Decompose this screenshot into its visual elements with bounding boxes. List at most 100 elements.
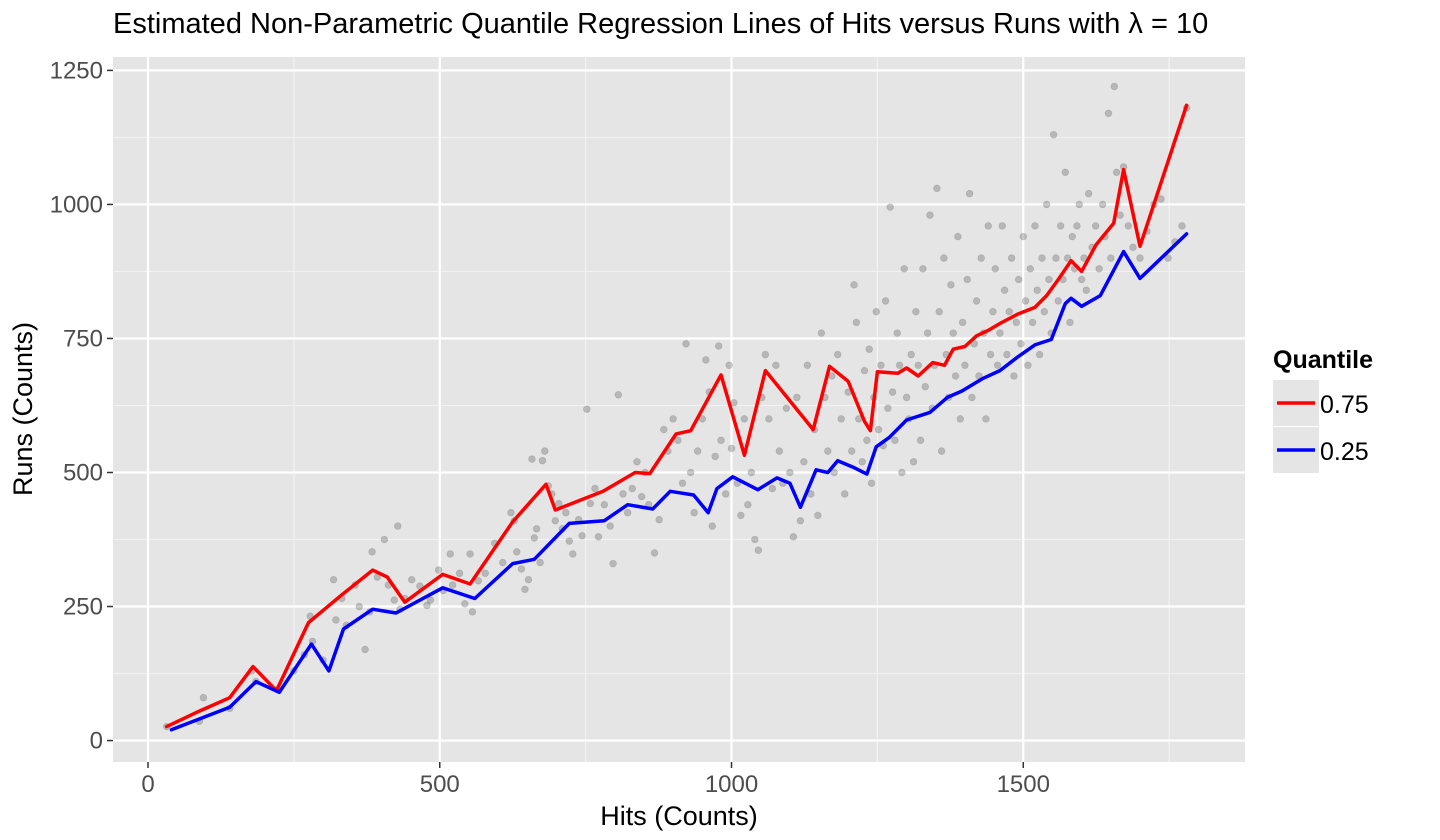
scatter-point [921,382,930,391]
scatter-point [768,484,777,493]
scatter-point [355,602,364,611]
scatter-point [521,585,529,594]
scatter-point [923,329,932,337]
scatter-point [637,492,646,501]
scatter-point [1124,222,1133,230]
scatter-point [912,307,920,316]
scatter-point [380,535,389,544]
scatter-point [674,436,682,445]
scatter-point [895,361,904,370]
chart-title: Estimated Non-Parametric Quantile Regres… [113,8,1208,40]
y-tick-label-3: 750 [63,325,103,352]
scatter-point [874,425,883,434]
scatter-point [847,447,856,455]
scatter-point [368,548,376,556]
scatter-point [393,522,402,530]
scatter-point [998,222,1007,230]
scatter-point [682,340,690,348]
scatter-point [1116,211,1124,219]
scatter-point [970,340,979,348]
scatter-point [481,569,490,578]
scatter-point [940,254,948,262]
scatter-point [1110,82,1119,91]
scatter-point [860,366,869,375]
scatter-point [1012,318,1021,327]
scatter-point [565,537,574,545]
scatter-point [765,415,773,423]
quantile-lines [164,103,1189,732]
scatter-point [702,356,710,364]
scatter-point [594,533,603,541]
scatter-point [466,550,474,558]
scatter-point [1021,297,1030,305]
scatter-point [1066,318,1074,327]
scatter-point [919,264,927,273]
scatter-point [803,361,812,370]
y-axis-title: Runs (Counts) [8,322,38,496]
scatter-point [891,436,899,445]
plot-panel [113,57,1245,762]
scatter-point [772,361,780,370]
scatter-point [448,581,457,589]
scatter-point [1035,350,1044,359]
scatter-point [446,550,455,558]
scatter-point [1033,286,1042,295]
scatter-point [1042,200,1051,209]
scatter-point [609,559,617,568]
scatter-point [817,329,826,337]
scatter-point [199,693,208,702]
scatter-point [775,447,784,455]
scatter-point [551,516,560,525]
scatter-point [332,616,340,624]
scatter-point [949,329,958,337]
scatter-point [954,232,962,241]
scatter-point [1040,307,1049,316]
scatter-point [461,600,469,608]
scatter-point [423,601,431,610]
scatter-point [538,456,547,465]
scatter-point [1045,275,1053,284]
scatter-point [660,425,668,434]
x-tick-label-0: 0 [141,771,154,798]
scatter-point [872,307,881,316]
scatter-point [977,254,986,262]
scatter-point [1014,275,1023,284]
scatter-point [1095,264,1103,273]
series-line-0-25 [169,232,1189,732]
scatter-point [600,500,609,509]
y-tick-label-5: 1250 [50,57,103,84]
scatter-point [886,203,895,211]
scatter-point [1091,222,1100,230]
scatter-point [865,345,874,353]
y-tick-label-1: 250 [63,594,103,621]
scatter-point [907,350,916,359]
scatter-point [528,455,536,463]
scatter-point [690,508,698,517]
scatter-point [858,457,867,466]
scatter-point [614,390,623,399]
scatter-point [711,452,719,461]
scatter-point [968,393,976,402]
scatter-point [1157,195,1165,203]
scatter-point [540,447,549,455]
scatter-point [727,444,736,453]
scatter-point [986,350,995,359]
scatter-point [881,297,890,305]
scatter-point [786,468,794,477]
scatter-point [814,511,822,520]
scatter-point [737,511,745,520]
scatter-point [972,297,981,305]
scatter-point [951,372,960,380]
scatter-point [961,361,969,370]
scatter-point [569,550,577,558]
scatter-point [982,415,990,423]
scatter-point [782,404,791,412]
x-axis-title: Hits (Counts) [600,801,758,831]
scatter-point [947,281,955,289]
scatter-point [993,361,1002,370]
scatter-point [937,447,946,455]
scatter-point [1084,189,1093,198]
scatter-point [893,329,902,337]
scatter-point [984,222,993,230]
scatter-point [717,436,725,445]
